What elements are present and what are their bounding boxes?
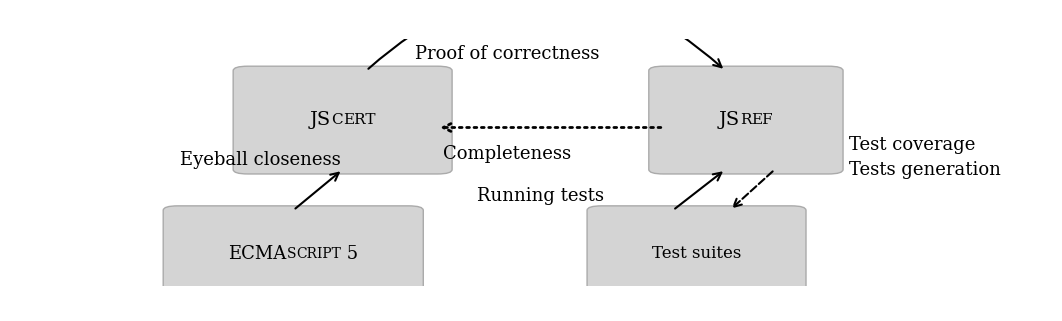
Text: CRIPT: CRIPT [296,247,341,261]
Text: Running tests: Running tests [477,187,603,205]
Text: Proof of correctness: Proof of correctness [415,45,599,63]
Text: EF: EF [752,113,773,127]
Text: Test coverage
Tests generation: Test coverage Tests generation [849,136,1000,179]
FancyArrowPatch shape [369,0,721,69]
FancyBboxPatch shape [164,206,424,301]
FancyBboxPatch shape [234,66,452,174]
Text: Completeness: Completeness [443,145,571,163]
Text: C: C [331,113,343,127]
Text: ERT: ERT [343,113,375,127]
FancyArrowPatch shape [295,173,339,209]
Text: JS: JS [310,111,331,129]
Text: ECMA: ECMA [228,245,287,263]
Text: JS: JS [719,111,740,129]
FancyBboxPatch shape [587,206,806,301]
Text: 5: 5 [341,245,358,263]
FancyBboxPatch shape [649,66,843,174]
Text: R: R [740,113,752,127]
FancyArrowPatch shape [443,124,661,131]
Text: Test suites: Test suites [652,245,741,262]
FancyArrowPatch shape [734,171,773,207]
Text: S: S [287,247,296,261]
FancyArrowPatch shape [675,173,721,209]
Text: Eyeball closeness: Eyeball closeness [181,151,341,169]
